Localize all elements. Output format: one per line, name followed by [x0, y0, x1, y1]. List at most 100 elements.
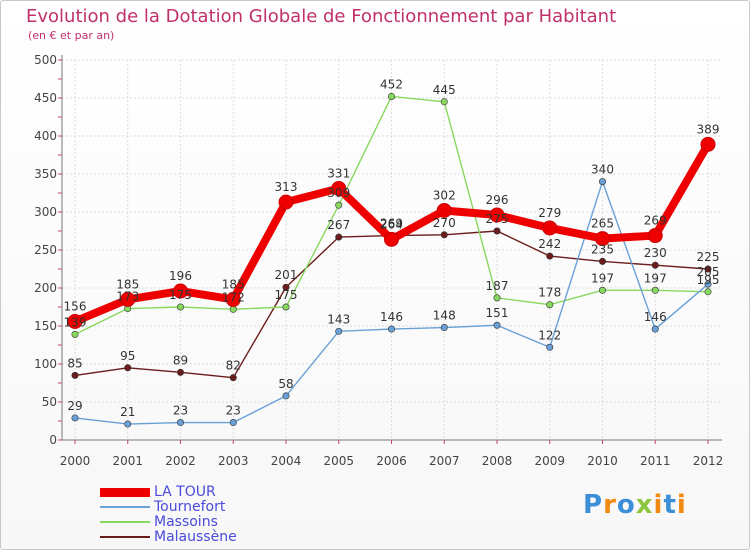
logo-letter: P [583, 490, 604, 520]
legend-label-tournefort: Tournefort [154, 499, 226, 515]
data-label: 148 [433, 309, 456, 323]
x-tick-label: 2012 [693, 454, 724, 468]
logo-letter: o [616, 490, 636, 520]
data-point [546, 343, 554, 351]
data-label: 269 [380, 217, 403, 231]
data-point [71, 371, 79, 379]
data-label: 139 [64, 315, 87, 329]
data-point [651, 261, 659, 269]
data-point [598, 178, 606, 186]
data-label: 23 [173, 404, 188, 418]
x-tick-label: 2007 [429, 454, 460, 468]
legend-swatch-tournefort [100, 506, 150, 508]
data-point [173, 283, 188, 299]
x-tick-label: 2001 [112, 454, 143, 468]
data-label: 340 [591, 163, 614, 177]
data-label: 196 [169, 269, 192, 283]
x-tick-label: 2003 [218, 454, 249, 468]
data-label: 275 [486, 212, 509, 226]
data-label: 146 [380, 310, 403, 324]
data-label: 445 [433, 83, 456, 97]
data-point [546, 301, 554, 309]
x-tick-label: 2006 [376, 454, 407, 468]
data-label: 313 [275, 180, 298, 194]
legend-label-la-tour: LA TOUR [154, 484, 216, 500]
data-point [229, 305, 237, 313]
data-label: 296 [486, 193, 509, 207]
legend-item-massoins: Massoins [100, 514, 218, 530]
x-tick-label: 2011 [640, 454, 671, 468]
y-tick-label: 500 [34, 53, 57, 67]
data-point [704, 280, 712, 288]
y-tick-label: 0 [49, 433, 57, 447]
data-point [335, 327, 343, 335]
data-label: 23 [226, 404, 241, 418]
legend-label-malaussene: Malaussène [154, 529, 237, 545]
legend-label-massoins: Massoins [154, 514, 218, 530]
data-label: 302 [433, 188, 456, 202]
x-tick-label: 2005 [323, 454, 354, 468]
data-point [177, 368, 185, 376]
data-point [124, 364, 132, 372]
data-label: 197 [591, 271, 614, 285]
data-label: 175 [275, 288, 298, 302]
legend-swatch-la-tour [100, 487, 150, 497]
data-point [71, 414, 79, 422]
x-tick-label: 2008 [482, 454, 513, 468]
legend-item-malaussene: Malaussène [100, 529, 237, 545]
x-tick-label: 2000 [60, 454, 91, 468]
data-point [335, 201, 343, 209]
data-point [282, 283, 290, 291]
data-label: 85 [67, 356, 82, 370]
y-tick-label: 350 [34, 167, 57, 181]
data-label: 185 [116, 277, 139, 291]
data-point [647, 228, 663, 244]
logo-letter: i [676, 490, 687, 520]
data-label: 21 [120, 405, 135, 419]
data-point [67, 313, 83, 329]
data-point [177, 303, 185, 311]
data-point [436, 202, 452, 218]
x-tick-label: 2004 [271, 454, 302, 468]
data-label: 242 [538, 237, 561, 251]
data-point [440, 231, 448, 239]
logo-letter: i [653, 490, 664, 520]
data-label: 195 [697, 273, 720, 287]
y-tick-label: 50 [42, 395, 57, 409]
data-point [278, 194, 294, 210]
data-point [651, 325, 659, 333]
data-label: 173 [116, 290, 139, 304]
logo-letter: t [663, 490, 677, 520]
data-point [440, 98, 448, 106]
data-point [177, 419, 185, 427]
data-point [331, 180, 347, 196]
data-label: 235 [591, 242, 614, 256]
data-point [704, 265, 712, 273]
x-tick-label: 2010 [587, 454, 618, 468]
data-point [598, 286, 606, 294]
legend-swatch-malaussene [100, 536, 150, 538]
data-point [335, 233, 343, 241]
data-label: 82 [226, 359, 241, 373]
data-point [124, 420, 132, 428]
data-label: 178 [538, 286, 561, 300]
data-point [440, 324, 448, 332]
data-label: 452 [380, 77, 403, 91]
data-label: 58 [278, 377, 293, 391]
data-label: 389 [697, 122, 720, 136]
data-label: 269 [644, 214, 667, 228]
data-label: 264 [380, 217, 403, 231]
y-tick-label: 300 [34, 205, 57, 219]
legend-swatch-massoins [100, 521, 150, 523]
data-label: 187 [486, 279, 509, 293]
data-label: 89 [173, 353, 188, 367]
data-label: 122 [538, 328, 561, 342]
data-label: 205 [697, 265, 720, 279]
y-tick-label: 200 [34, 281, 57, 295]
chart-title: Evolution de la Dotation Globale de Fonc… [26, 6, 617, 27]
data-label: 29 [67, 399, 82, 413]
data-label: 172 [222, 290, 245, 304]
data-point [493, 227, 501, 235]
